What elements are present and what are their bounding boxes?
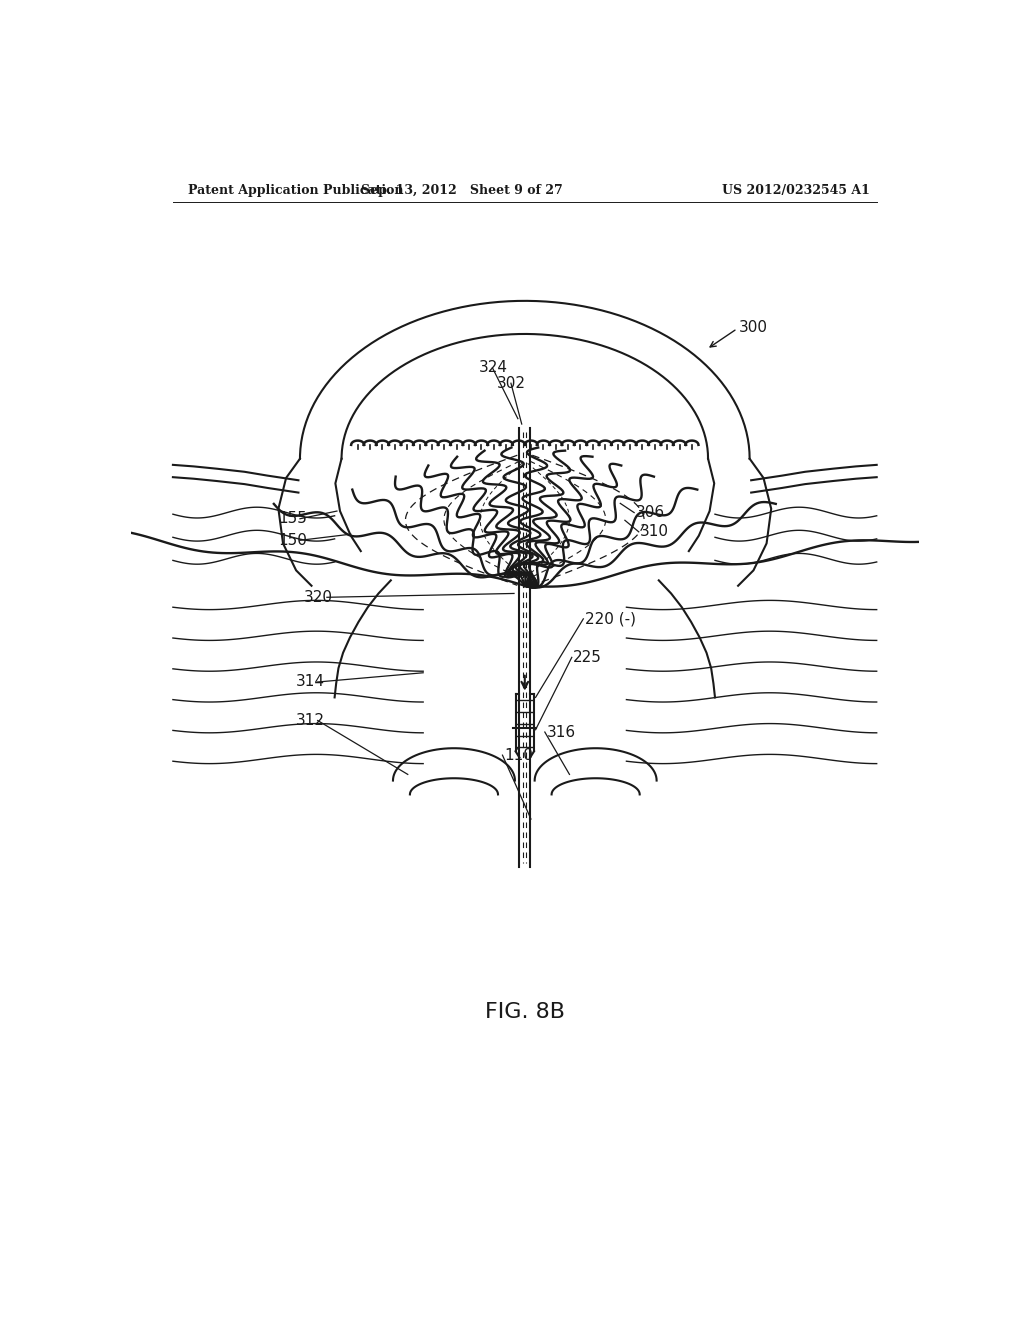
Text: 314: 314 bbox=[296, 675, 325, 689]
Text: 324: 324 bbox=[478, 360, 508, 375]
Text: 110: 110 bbox=[504, 747, 532, 763]
Text: 302: 302 bbox=[497, 376, 526, 391]
Text: Patent Application Publication: Patent Application Publication bbox=[188, 185, 403, 197]
Text: Sep. 13, 2012   Sheet 9 of 27: Sep. 13, 2012 Sheet 9 of 27 bbox=[360, 185, 562, 197]
Text: 316: 316 bbox=[547, 725, 575, 739]
Text: 155: 155 bbox=[279, 511, 307, 527]
Text: 300: 300 bbox=[739, 321, 768, 335]
Text: 320: 320 bbox=[304, 590, 333, 605]
Text: 312: 312 bbox=[296, 713, 325, 729]
Text: US 2012/0232545 A1: US 2012/0232545 A1 bbox=[722, 185, 869, 197]
Text: 220 (-): 220 (-) bbox=[585, 611, 636, 627]
Text: 150: 150 bbox=[279, 533, 307, 548]
Text: 306: 306 bbox=[636, 506, 665, 520]
Text: 225: 225 bbox=[573, 649, 602, 665]
Text: FIG. 8B: FIG. 8B bbox=[484, 1002, 565, 1022]
Text: 310: 310 bbox=[640, 524, 670, 540]
